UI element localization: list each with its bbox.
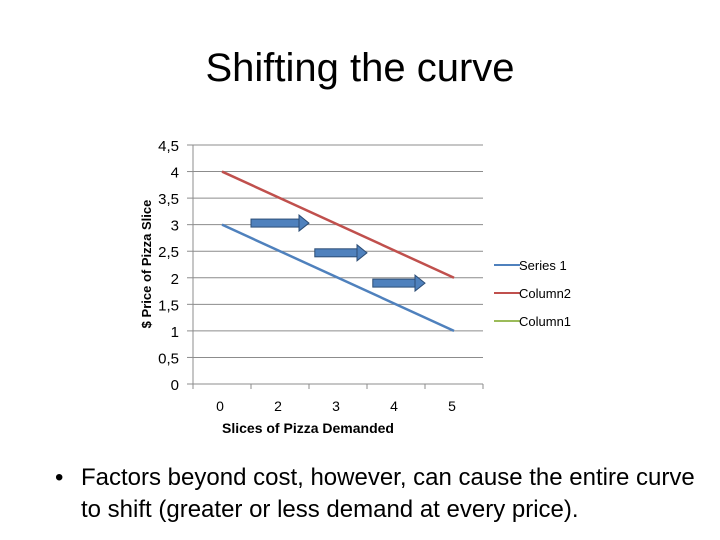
y-tick-label: 4 xyxy=(171,165,179,182)
y-tick-label: 4,5 xyxy=(158,138,179,155)
shift-arrow-shaft xyxy=(314,248,358,258)
x-tick-label: 0 xyxy=(216,398,224,414)
legend-label: Column2 xyxy=(519,286,571,301)
x-tick-label: 4 xyxy=(390,398,398,414)
y-tick-label: 1 xyxy=(171,324,179,341)
legend-label: Series 1 xyxy=(519,258,567,273)
series-line-1 xyxy=(221,170,455,279)
x-tick-label: 2 xyxy=(274,398,282,414)
shift-arrow-shaft xyxy=(372,278,416,288)
y-tick-label: 2,5 xyxy=(158,244,179,261)
y-tick-label: 0,5 xyxy=(158,350,179,367)
series-line-0 xyxy=(221,223,455,333)
y-tick-label: 0 xyxy=(171,377,179,394)
slide-title: Shifting the curve xyxy=(205,46,515,90)
bullet-point: • Factors beyond cost, however, can caus… xyxy=(55,462,695,526)
bullet-text: Factors beyond cost, however, can cause … xyxy=(81,464,695,523)
shift-arrow-icon xyxy=(298,214,310,233)
shift-arrow-icon xyxy=(414,274,426,293)
y-tick-label: 2 xyxy=(171,271,179,288)
bullet-dot-icon: • xyxy=(55,464,64,491)
x-axis-title: Slices of Pizza Demanded xyxy=(222,420,394,436)
y-tick-label: 3,5 xyxy=(158,191,179,208)
legend-label: Column1 xyxy=(519,314,571,329)
y-tick-label: 1,5 xyxy=(158,297,179,314)
x-tick-label: 5 xyxy=(448,398,456,414)
shift-arrow-shaft xyxy=(250,218,300,228)
y-tick-label: 3 xyxy=(171,218,179,235)
y-axis-title: $ Price of Pizza Slice xyxy=(139,200,154,329)
x-tick-label: 3 xyxy=(332,398,340,414)
shift-arrow-icon xyxy=(356,243,368,262)
